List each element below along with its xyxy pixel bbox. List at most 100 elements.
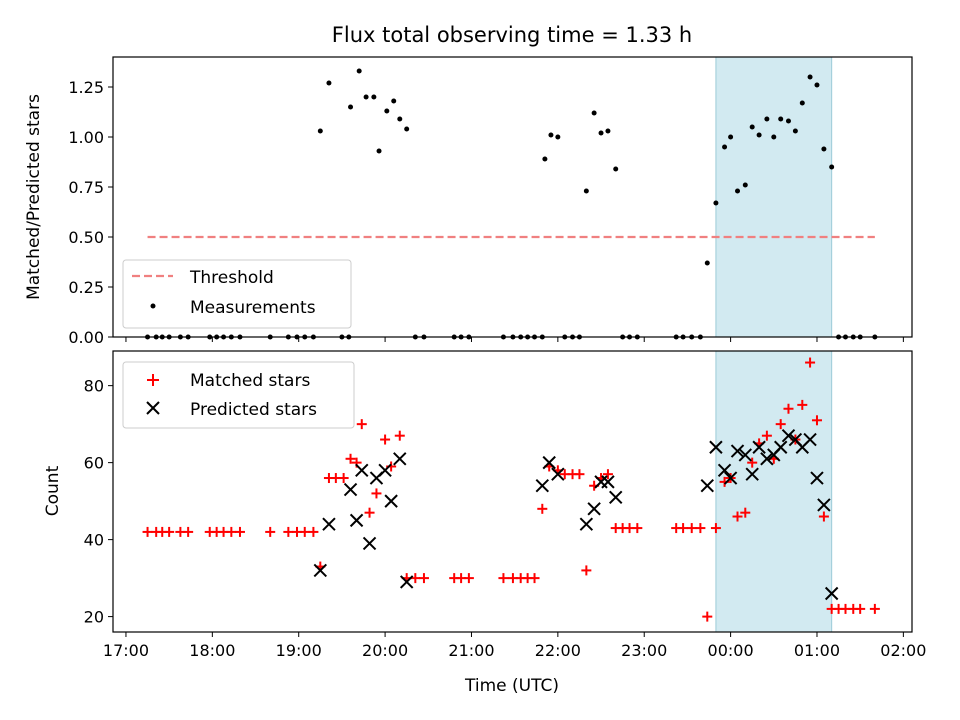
predicted-point <box>393 452 407 466</box>
x-tick-label: 18:00 <box>189 641 235 660</box>
x-tick-label: 22:00 <box>535 641 581 660</box>
measurement-point <box>722 144 728 150</box>
matched-point <box>747 457 758 468</box>
x-tick-label: 19:00 <box>276 641 322 660</box>
matched-point <box>740 507 751 518</box>
measurement-point <box>735 188 741 194</box>
matched-point <box>356 419 367 430</box>
bottom-panel: 20 40 60 80 17:00 18:00 19:00 20:00 21:00 22:00 2… <box>43 350 926 696</box>
matched-point <box>602 469 613 480</box>
matched-point <box>537 503 548 514</box>
predicted-point <box>817 498 831 512</box>
predicted-point <box>535 479 550 493</box>
matched-point <box>818 511 829 522</box>
matched-point <box>732 511 743 522</box>
measurement-point <box>807 74 813 80</box>
measurement-point <box>363 94 369 100</box>
predicted-point <box>717 463 732 478</box>
matched-point <box>265 526 276 537</box>
predicted-point <box>723 471 738 485</box>
top-legend: Threshold Measurements <box>122 259 352 329</box>
legend-predicted-marker <box>146 401 160 415</box>
predicted-point <box>322 517 336 531</box>
predicted-point <box>709 440 723 454</box>
measurement-point <box>728 134 734 140</box>
legend-matched-marker <box>147 374 159 386</box>
measurement-point <box>756 132 762 138</box>
measurement-point <box>348 104 354 110</box>
matched-point <box>345 453 356 464</box>
measurement-point <box>371 94 377 100</box>
bottom-axes-frame <box>112 350 913 633</box>
measurement-point <box>326 80 332 86</box>
predicted-point <box>378 463 392 478</box>
matched-point <box>761 430 772 441</box>
legend-measurements-label: Measurements <box>190 298 316 318</box>
predicted-point <box>730 444 745 458</box>
bottom-ylabel: Count <box>43 465 63 516</box>
matched-point <box>410 573 421 584</box>
predicted-point <box>601 475 615 489</box>
bottom-xlabel: Time (UTC) <box>464 676 559 696</box>
matched-point <box>463 573 474 584</box>
matched-point <box>686 523 697 534</box>
measurement-point <box>742 182 748 188</box>
measurement-point <box>376 148 382 154</box>
matched-point <box>702 611 713 622</box>
x-tick-label: 23:00 <box>621 641 667 660</box>
measurement-point <box>713 200 719 206</box>
matched-point <box>498 573 509 584</box>
matched-point <box>226 526 237 537</box>
predicted-point <box>760 452 774 466</box>
matched-point <box>142 526 153 537</box>
y-tick-label: 1.00 <box>68 128 104 147</box>
predicted-point <box>587 502 601 516</box>
predicted-point <box>810 471 824 485</box>
highlight-span <box>715 350 833 633</box>
x-tick-label: 00:00 <box>708 641 754 660</box>
matched-point <box>805 357 816 368</box>
matched-point <box>394 430 405 441</box>
matched-point <box>678 523 689 534</box>
top-panel: 0.00 0.25 0.50 0.75 1.00 1.25 Matched/Predict… <box>24 56 913 347</box>
bottom-legend-box <box>122 361 355 429</box>
measurement-point <box>591 110 597 116</box>
measurement-point <box>391 98 397 104</box>
matched-point <box>855 603 866 614</box>
predicted-point <box>349 513 364 528</box>
matched-point <box>283 526 294 537</box>
predicted-point <box>745 467 759 481</box>
matched-point <box>529 573 540 584</box>
y-tick-label: 0.75 <box>68 178 104 197</box>
predicted-point <box>609 490 623 504</box>
predicted-point <box>362 536 377 551</box>
measurement-point <box>542 156 548 162</box>
chart-title: Flux total observing time = 1.33 h <box>332 23 692 47</box>
predicted-point <box>355 463 369 478</box>
matched-point <box>234 526 245 537</box>
matched-point <box>695 523 706 534</box>
matched-point <box>574 469 585 480</box>
predicted-point <box>343 482 358 497</box>
measurement-point <box>814 82 820 88</box>
predicted-point <box>781 428 796 443</box>
y-tick-label: 40 <box>84 531 104 550</box>
predicted-point <box>313 563 328 578</box>
matched-point <box>308 526 319 537</box>
legend-measurements-marker <box>150 303 156 309</box>
bottom-legend: Matched stars Predicted stars <box>122 361 355 429</box>
predicted-point <box>384 494 398 508</box>
measurement-point <box>778 116 784 122</box>
matched-point <box>632 523 643 534</box>
predicted-point <box>542 455 556 470</box>
matched-point <box>380 434 391 445</box>
matched-point <box>581 565 592 576</box>
matched-point <box>811 415 822 426</box>
y-tick-label: 1.25 <box>68 78 104 97</box>
measurement-point <box>792 128 798 134</box>
matched-point <box>775 419 786 430</box>
legend-predicted-label: Predicted stars <box>190 400 317 420</box>
predicted-point <box>803 432 817 447</box>
measurement-point <box>548 132 554 138</box>
legend-matched-label: Matched stars <box>190 371 310 391</box>
